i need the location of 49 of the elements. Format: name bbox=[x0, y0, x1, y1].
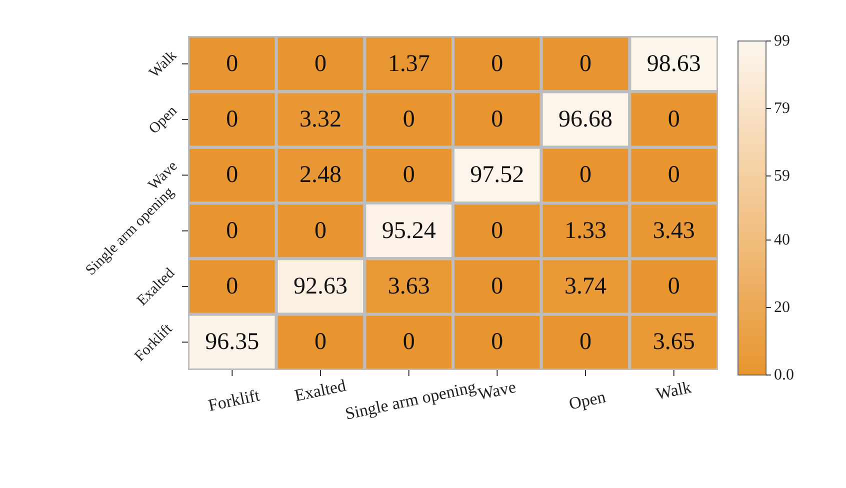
data-label: 3.74 bbox=[564, 274, 606, 300]
data-label: 95.24 bbox=[382, 218, 436, 244]
data-label: 96.68 bbox=[558, 106, 612, 132]
x-tick-label: Exalted bbox=[292, 376, 348, 406]
color-bar-label: 59 bbox=[774, 167, 790, 184]
x-tick-label: Forklift bbox=[206, 386, 262, 416]
data-label: 3.63 bbox=[388, 274, 430, 300]
data-label: 3.65 bbox=[652, 329, 695, 356]
data-label: 96.35 bbox=[205, 329, 260, 356]
data-label: 0 bbox=[668, 106, 680, 132]
data-label: 1.37 bbox=[388, 50, 430, 77]
data-label: 97.52 bbox=[470, 162, 524, 188]
data-label: 0 bbox=[402, 329, 415, 356]
x-tick-label: Wave bbox=[476, 377, 518, 404]
data-label: 1.33 bbox=[564, 218, 606, 244]
data-label: 0 bbox=[402, 162, 415, 188]
data-label: 0 bbox=[314, 329, 326, 356]
color-bar-label: 99 bbox=[774, 32, 790, 50]
data-label: 0 bbox=[491, 274, 504, 300]
color-bar-label: 20 bbox=[774, 299, 790, 316]
x-tick-label: Open bbox=[567, 387, 608, 414]
data-label: 98.63 bbox=[646, 50, 701, 77]
data-label: 0 bbox=[226, 162, 238, 188]
x-tick-label: Walk bbox=[654, 377, 694, 404]
data-label: 0 bbox=[668, 162, 680, 188]
data-label: 2.48 bbox=[300, 162, 342, 188]
data-label: 0 bbox=[491, 329, 504, 356]
data-label: 3.43 bbox=[652, 218, 695, 244]
data-label: 0 bbox=[314, 50, 326, 77]
color-bar-label: 40 bbox=[774, 232, 790, 249]
color-bar-label: 79 bbox=[774, 100, 790, 117]
data-label: 0 bbox=[314, 218, 326, 244]
data-label: 0 bbox=[226, 218, 238, 244]
data-label: 3.32 bbox=[300, 106, 342, 132]
data-label: 0 bbox=[491, 50, 504, 77]
data-label: 92.63 bbox=[294, 274, 348, 300]
y-tick-label: Open bbox=[146, 102, 181, 138]
color-bar-label: 0.0 bbox=[774, 366, 794, 384]
data-label: 0 bbox=[580, 162, 592, 188]
data-label: 0 bbox=[580, 329, 592, 356]
data-label: 0 bbox=[226, 274, 238, 300]
data-label: 0 bbox=[668, 274, 680, 300]
data-label: 0 bbox=[491, 218, 504, 244]
data-label: 0 bbox=[226, 106, 238, 132]
data-label: 0 bbox=[580, 50, 592, 77]
data-label: 0 bbox=[226, 50, 238, 77]
y-tick-label: Walk bbox=[146, 47, 180, 82]
data-label: 0 bbox=[402, 106, 415, 132]
data-label: 0 bbox=[491, 106, 504, 132]
